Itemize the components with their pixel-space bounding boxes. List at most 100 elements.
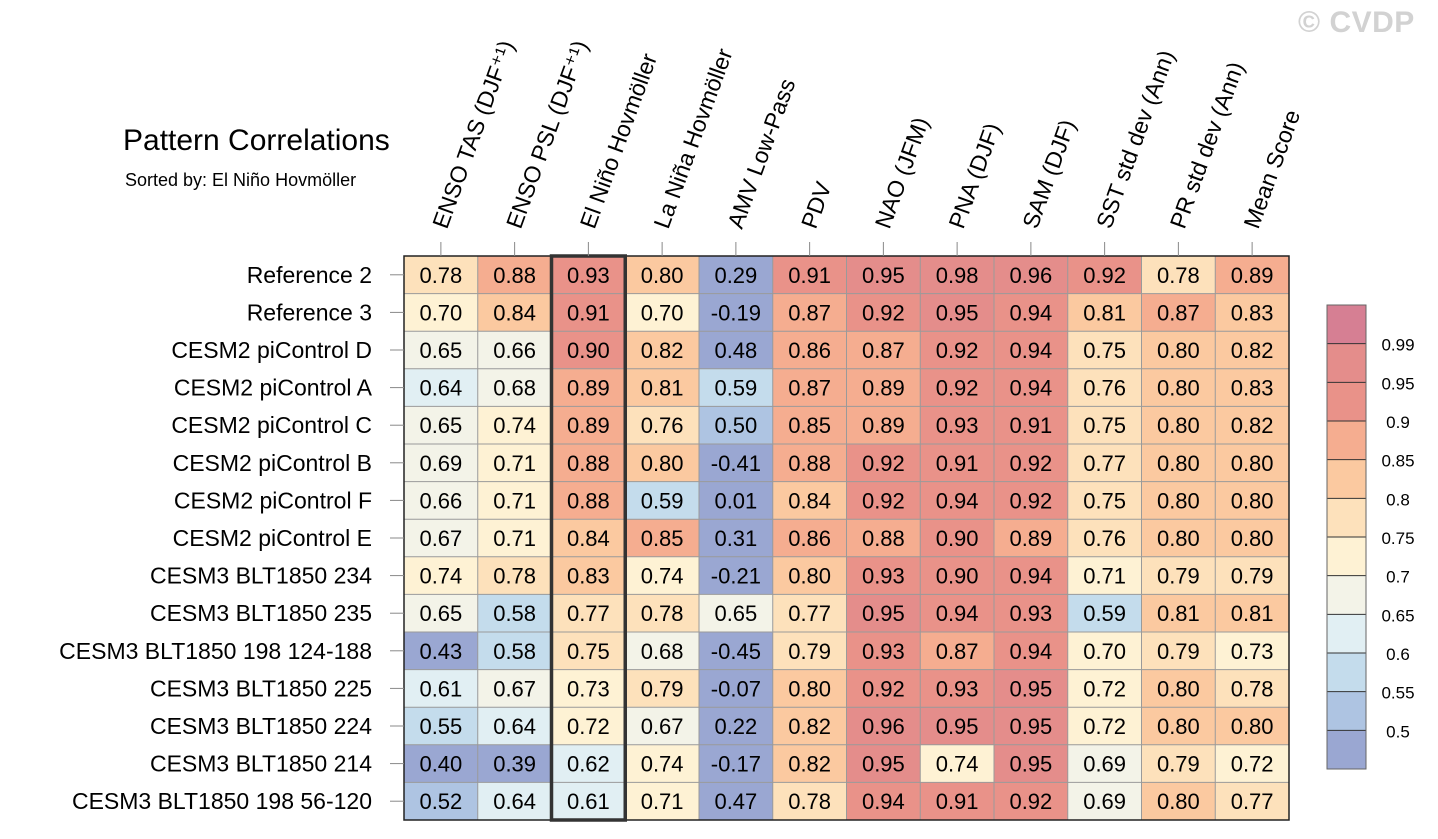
cell-value: 0.79 — [1157, 564, 1200, 589]
cell-value: 0.95 — [1009, 714, 1052, 739]
cell-value: 0.58 — [493, 639, 536, 664]
heatmap-cell — [1141, 556, 1216, 595]
heatmap-cell — [699, 256, 773, 294]
heatmap-cell — [772, 669, 847, 708]
heatmap-cell — [404, 444, 478, 482]
cell-value: 0.77 — [788, 601, 831, 626]
column-label: PNA (DJF) — [943, 120, 1005, 232]
heatmap-cell — [994, 744, 1068, 783]
heatmap-cell — [404, 556, 478, 595]
row-label: CESM3 BLT1850 214 — [150, 751, 372, 777]
cell-value: 0.29 — [714, 263, 757, 288]
cell-value: 0.86 — [788, 526, 831, 551]
cell-value: 0.88 — [567, 451, 610, 476]
heatmap-cell — [1067, 519, 1142, 557]
row-label: CESM3 BLT1850 235 — [150, 600, 372, 626]
colorbar-label: 0.85 — [1381, 452, 1414, 471]
cell-value: 0.79 — [1157, 639, 1200, 664]
heatmap-cell — [477, 556, 552, 595]
cell-value: 0.71 — [1083, 564, 1126, 589]
heatmap-cell — [404, 519, 478, 557]
heatmap-cell — [846, 331, 921, 369]
heatmap-cell — [1067, 707, 1142, 745]
colorbar: 0.99 0.95 0.9 0.85 0.8 0.75 0.7 0.65 0.6 0.55 0.5 — [1326, 304, 1415, 770]
heatmap-cell — [920, 444, 994, 482]
cell-value: 0.80 — [641, 451, 684, 476]
colorbar-segment — [1327, 730, 1366, 769]
cell-value: 0.82 — [1231, 413, 1274, 438]
heatmap-cell — [404, 406, 478, 444]
heatmap-cell — [994, 256, 1068, 294]
column-label: PR std dev (Ann) — [1165, 58, 1249, 231]
cell-value: 0.83 — [567, 564, 610, 589]
cell-value: 0.94 — [1009, 338, 1052, 363]
heatmap-cell — [772, 331, 847, 369]
heatmap-cells — [404, 256, 1289, 820]
heatmap-cell — [625, 368, 699, 407]
heatmap-cell — [1215, 632, 1289, 670]
cell-value: 0.72 — [1231, 752, 1274, 777]
cell-value: 0.70 — [419, 300, 462, 325]
cell-value: 0.94 — [936, 601, 979, 626]
heatmap-cell — [772, 256, 847, 294]
cell-value: 0.75 — [567, 639, 610, 664]
cell-value: 0.43 — [419, 639, 462, 664]
column-labels: ENSO TAS (DJF⁺¹)ENSO PSL (DJF⁺¹)El Niño … — [427, 37, 1305, 256]
heatmap-cell — [846, 744, 921, 783]
heatmap-cell — [404, 368, 478, 407]
cell-value: 0.74 — [641, 752, 684, 777]
cell-value: 0.95 — [1009, 752, 1052, 777]
cell-value: 0.92 — [1009, 789, 1052, 814]
cell-value: 0.89 — [567, 413, 610, 438]
heatmap-cell — [699, 368, 773, 407]
colorbar-segment — [1327, 421, 1366, 460]
cell-value: 0.94 — [936, 488, 979, 513]
heatmap-cell-values: 0.78 0.88 0.93 0.80 0.29 0.91 0.95 0.98 0.96 0.92… — [419, 263, 1273, 814]
cell-value: 0.95 — [1009, 676, 1052, 701]
cell-value: 0.82 — [641, 338, 684, 363]
heatmap-cell — [625, 293, 699, 332]
heatmap-cell — [404, 293, 478, 332]
cell-value: 0.92 — [862, 300, 905, 325]
heatmap-cell — [846, 782, 921, 820]
cell-value: 0.92 — [862, 676, 905, 701]
heatmap-cell — [551, 444, 626, 482]
row-label: CESM3 BLT1850 225 — [150, 675, 372, 701]
cell-value: 0.92 — [862, 451, 905, 476]
cell-value: 0.88 — [493, 263, 536, 288]
cell-value: 0.92 — [936, 338, 979, 363]
cell-value: 0.92 — [1009, 488, 1052, 513]
cell-value: 0.80 — [1231, 714, 1274, 739]
row-label: Reference 3 — [247, 299, 372, 325]
heatmap-cell — [477, 744, 552, 783]
heatmap-cell — [477, 632, 552, 670]
cell-value: 0.65 — [419, 413, 462, 438]
cell-value: 0.92 — [862, 488, 905, 513]
colorbar-label: 0.75 — [1381, 529, 1414, 548]
heatmap-cell — [846, 368, 921, 407]
cell-value: 0.66 — [419, 488, 462, 513]
colorbar-label: 0.9 — [1386, 413, 1410, 432]
heatmap-cell — [551, 368, 626, 407]
heatmap-cell — [477, 256, 552, 294]
heatmap-cell — [1215, 707, 1289, 745]
colorbar-label: 0.65 — [1381, 606, 1414, 625]
heatmap-cell — [625, 444, 699, 482]
cell-value: 0.31 — [714, 526, 757, 551]
heatmap-cell — [1215, 331, 1289, 369]
colorbar-label: 0.95 — [1381, 374, 1414, 393]
heatmap-grid — [403, 254, 1290, 822]
cell-value: 0.80 — [1157, 376, 1200, 401]
cell-value: 0.89 — [567, 376, 610, 401]
heatmap-cell — [477, 594, 552, 632]
cell-value: 0.92 — [936, 376, 979, 401]
cell-value: 0.93 — [567, 263, 610, 288]
row-label: CESM2 piControl A — [174, 375, 373, 401]
column-label: NAO (JFM) — [870, 114, 934, 232]
heatmap-cell — [1067, 744, 1142, 783]
cell-value: -0.17 — [711, 752, 761, 777]
heatmap-cell — [1141, 444, 1216, 482]
heatmap-cell — [1215, 293, 1289, 332]
heatmap-cell — [1215, 481, 1289, 520]
heatmap-cell — [846, 669, 921, 708]
